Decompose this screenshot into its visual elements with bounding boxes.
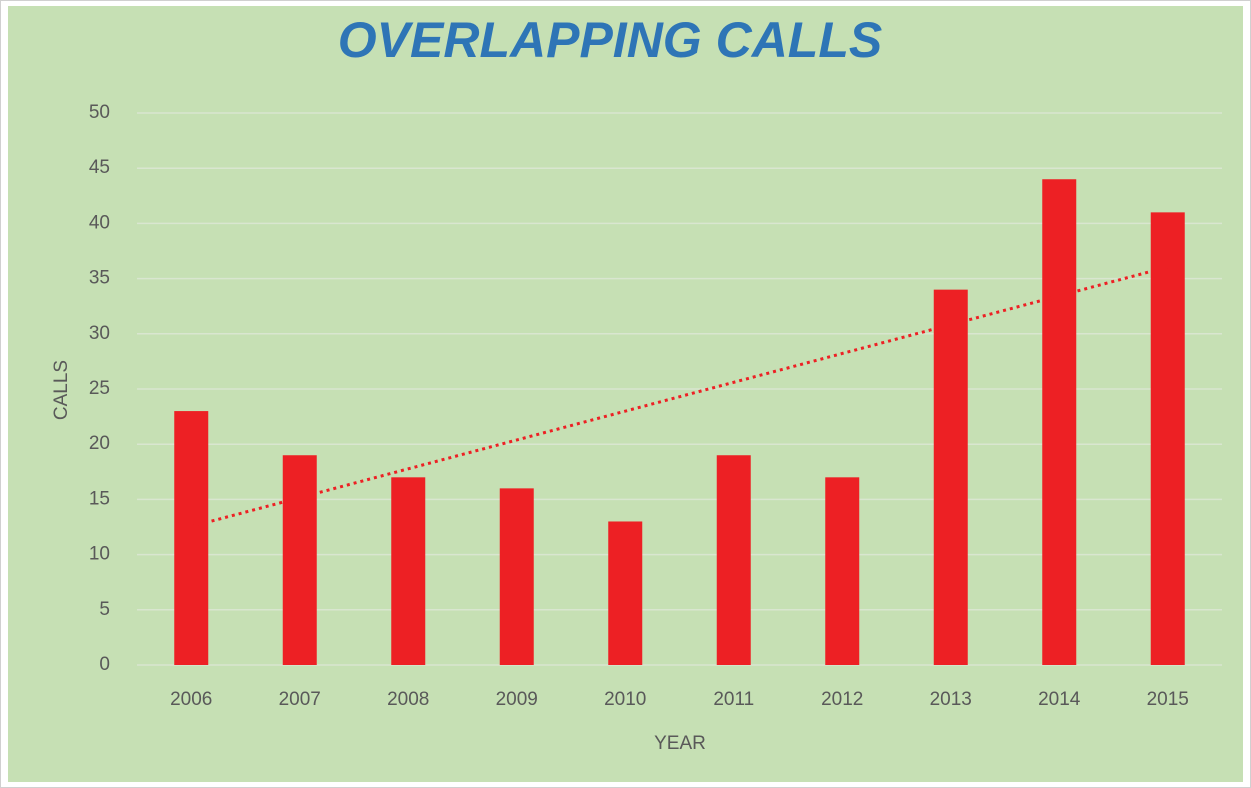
y-tick-label: 35 — [89, 268, 110, 289]
x-tick-label: 2009 — [496, 689, 538, 710]
y-tick-label: 50 — [89, 102, 110, 123]
bar — [499, 488, 534, 665]
bar — [1150, 212, 1185, 666]
bar — [282, 455, 317, 665]
x-tick-label: 2012 — [821, 689, 863, 710]
bar — [1042, 179, 1077, 666]
x-tick-label: 2013 — [930, 689, 972, 710]
bar — [174, 411, 209, 665]
x-tick-label: 2014 — [1038, 689, 1081, 710]
y-tick-label: 30 — [89, 323, 110, 344]
y-tick-label: 20 — [89, 433, 110, 454]
x-tick-label: 2011 — [713, 689, 754, 710]
bar — [716, 455, 751, 665]
bar — [933, 289, 968, 665]
x-tick-label: 2010 — [604, 689, 646, 710]
y-axis-label: CALLS — [51, 360, 72, 420]
y-tick-label: 45 — [89, 157, 110, 178]
bar — [391, 477, 426, 665]
x-tick-label: 2007 — [279, 689, 321, 710]
bar — [825, 477, 860, 665]
x-tick-label: 2008 — [387, 689, 429, 710]
y-tick-label: 10 — [89, 544, 110, 565]
trendline — [190, 265, 1169, 528]
x-tick-label: 2015 — [1147, 689, 1189, 710]
x-tick-label: 2006 — [170, 689, 212, 710]
chart-title: OVERLAPPING CALLS — [338, 12, 882, 68]
y-tick-label: 25 — [89, 378, 110, 399]
bar — [608, 521, 643, 665]
y-tick-label: 40 — [89, 212, 110, 233]
y-tick-label: 0 — [99, 654, 110, 675]
y-tick-label: 15 — [89, 488, 110, 509]
x-axis-label: YEAR — [654, 733, 706, 754]
y-tick-label: 5 — [99, 599, 110, 620]
